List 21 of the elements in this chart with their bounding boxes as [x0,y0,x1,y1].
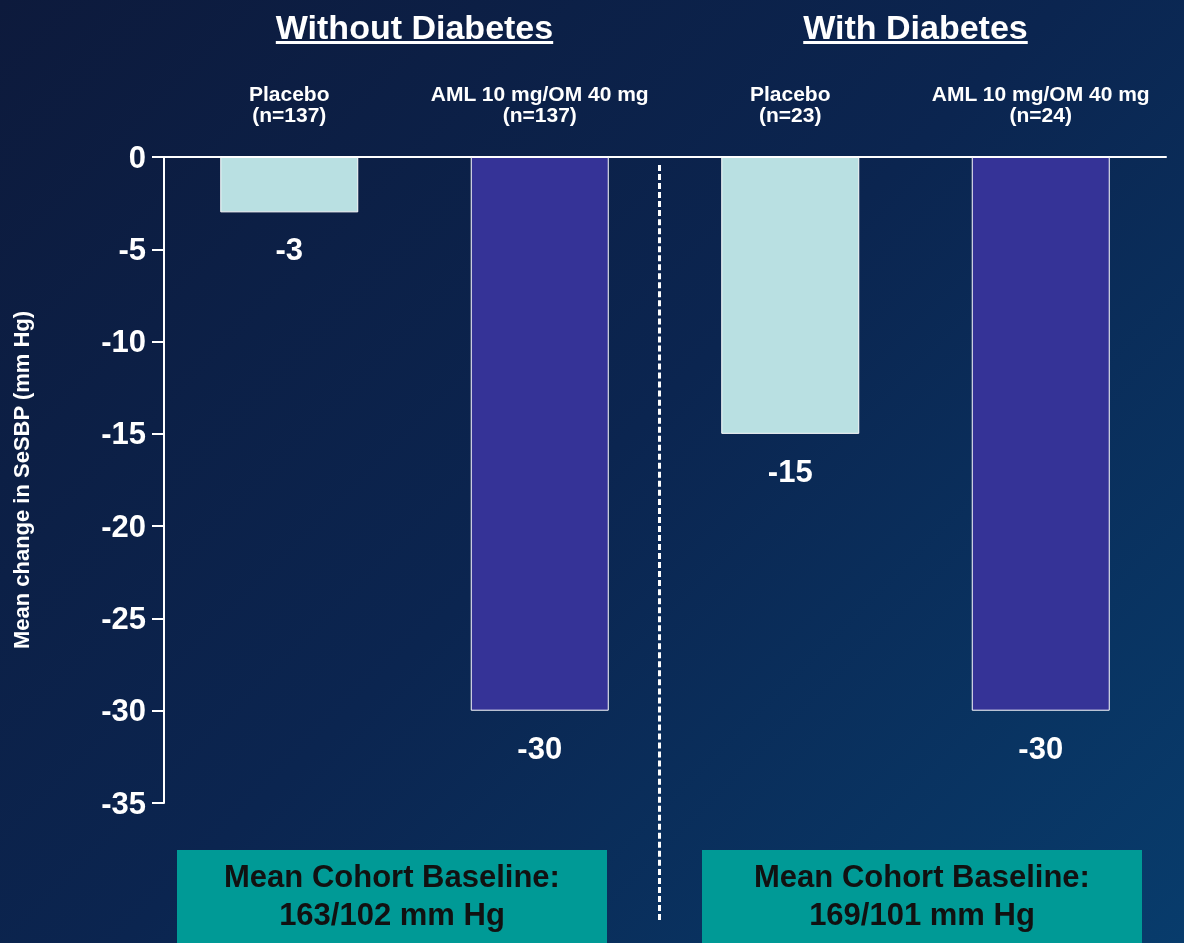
y-tick-label: -30 [101,693,146,729]
y-tick-label: -35 [101,785,146,821]
text: Without Diabetes [274,8,555,47]
x-tick-label: AML 10 mg/OM 40 mg (n=24) [931,82,1150,126]
y-axis-title: Mean change in SeSBP (mm Hg) [8,310,34,650]
y-tick-label: -10 [101,324,146,360]
y-tick-label: -25 [101,600,146,636]
data-label: -15 [767,453,813,489]
y-tick-label: 0 [128,139,146,175]
y-tick-label: -5 [118,231,146,267]
text: Mean Cohort Baseline: 163/102 mm Hg [177,850,607,943]
x-tick-label: Placebo (n=23) [749,82,831,126]
text: With Diabetes [802,8,1029,47]
x-tick-label: Placebo (n=137) [248,82,330,126]
x-tick-label: AML 10 mg/OM 40 mg (n=137) [430,82,649,126]
data-label: -30 [1018,730,1064,766]
y-tick-label: -15 [101,416,146,452]
data-label: -3 [275,232,304,268]
data-label: -30 [517,730,563,766]
y-tick-label: -20 [101,508,146,544]
text: Mean Cohort Baseline: 169/101 mm Hg [702,850,1142,943]
